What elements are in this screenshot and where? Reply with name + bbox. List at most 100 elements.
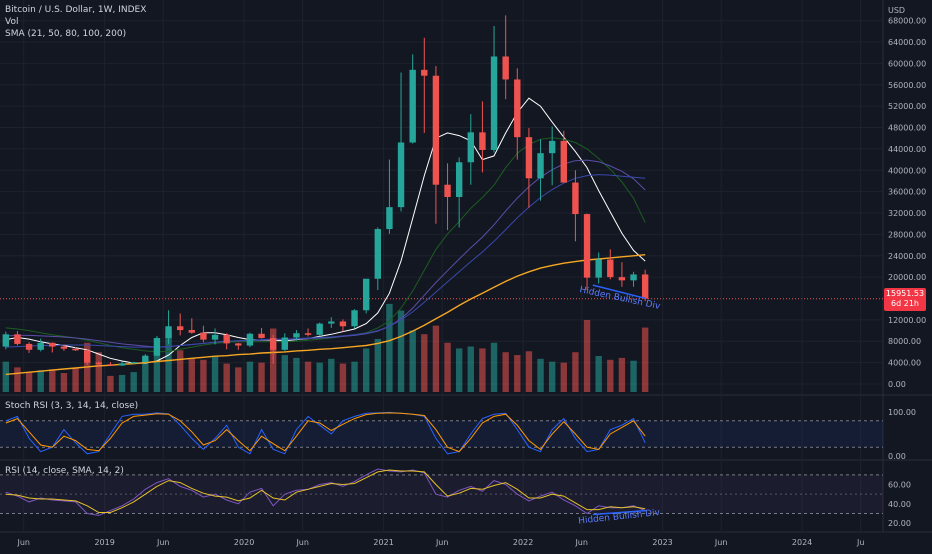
candle-body <box>374 229 381 279</box>
volume-bar <box>95 352 103 392</box>
sma-100-line <box>5 174 646 348</box>
stoch-d-line <box>5 412 646 453</box>
volume-bar <box>14 367 21 392</box>
volume-bar <box>490 342 498 392</box>
volume-bar <box>142 361 149 392</box>
price-tick-label: 64000.00 <box>888 38 926 47</box>
volume-bar <box>165 333 172 392</box>
candle-body <box>514 79 521 138</box>
candle-body <box>339 321 347 327</box>
candle-body <box>630 274 637 281</box>
volume-bar <box>386 303 393 392</box>
volume-bar <box>2 361 10 392</box>
volume-bar <box>339 363 347 392</box>
time-tick-label: 2021 <box>373 538 393 547</box>
candle-body <box>223 334 230 344</box>
price-tick-label: 24000.00 <box>888 252 926 261</box>
volume-label: Vol <box>5 17 19 27</box>
candle-body <box>107 364 114 366</box>
chart-legend: Bitcoin / U.S. Dollar, 1W, INDEX Vol SMA… <box>5 4 146 40</box>
volume-bar <box>200 359 207 392</box>
time-tick-label: 2019 <box>94 538 114 547</box>
currency-label: USD <box>888 6 905 15</box>
price-tick-label: 48000.00 <box>888 124 926 133</box>
volume-bar <box>223 363 230 392</box>
candle-body <box>432 75 440 185</box>
volume-bar <box>514 355 521 392</box>
stoch-tick-label: 100.00 <box>888 408 916 417</box>
volume-bar <box>421 334 428 392</box>
candle-body <box>397 142 405 208</box>
price-tick-label: 8000.00 <box>888 337 921 346</box>
candle-body <box>595 259 602 278</box>
price-tick-label: 36000.00 <box>888 188 926 197</box>
price-tick-label: 40000.00 <box>888 166 926 175</box>
volume-bar <box>362 348 370 392</box>
candle-body <box>165 326 172 339</box>
volume-bar <box>235 367 242 392</box>
candle-body <box>560 140 567 183</box>
price-tick-label: 20000.00 <box>888 273 926 282</box>
candle-body <box>130 362 137 364</box>
candle-body <box>537 153 544 179</box>
volume-bar <box>304 361 312 392</box>
price-tick-label: 12000.00 <box>888 316 926 325</box>
time-tick-label: 2024 <box>792 538 812 547</box>
volume-bar <box>560 362 567 392</box>
symbol-title: Bitcoin / U.S. Dollar, 1W, INDEX <box>5 5 147 15</box>
candle-body <box>37 342 44 350</box>
volume-bar <box>607 359 614 392</box>
price-tick-label: 32000.00 <box>888 209 926 218</box>
candle-body <box>25 343 33 350</box>
candle-body <box>548 140 556 154</box>
volume-bar <box>479 348 486 392</box>
candle-body <box>188 330 196 333</box>
volume-bar <box>25 372 33 392</box>
volume-bar <box>618 357 626 392</box>
time-tick-label: 2022 <box>513 538 533 547</box>
rsi-tick-label: 40.00 <box>888 500 911 509</box>
price-tick-label: 60000.00 <box>888 59 926 68</box>
time-tick-label: Jun <box>574 538 588 547</box>
time-tick-label: 2020 <box>234 538 254 547</box>
volume-bar <box>572 352 579 392</box>
candle-body <box>618 277 626 281</box>
candle-body <box>269 338 277 350</box>
stoch-band <box>0 420 883 448</box>
candle-body <box>14 334 21 344</box>
candle-body <box>72 348 79 351</box>
candle-body <box>502 56 509 80</box>
candle-body <box>328 321 335 324</box>
candle-body <box>95 362 103 365</box>
candle-body <box>467 132 474 163</box>
time-tick-label: Jun <box>295 538 309 547</box>
candle-body <box>316 323 323 335</box>
candle-body <box>281 337 288 350</box>
sma-label: SMA (21, 50, 80, 100, 200) <box>5 29 127 39</box>
volume-bar <box>130 372 137 392</box>
candle-body <box>83 350 91 363</box>
time-tick-label: Jun <box>156 538 170 547</box>
rsi-tick-label: 60.00 <box>888 481 911 490</box>
volume-bar <box>293 357 300 392</box>
candle-body <box>572 182 579 215</box>
volume-bar <box>246 361 254 392</box>
time-tick-label: Jun <box>714 538 728 547</box>
candle-body <box>258 333 265 339</box>
volume-bar <box>537 358 544 392</box>
last-price-badge: 15951.53 6d 21h <box>884 288 926 311</box>
last-price-value: 15951.53 <box>885 289 925 298</box>
candle-body <box>525 137 533 179</box>
candle-body <box>444 184 451 197</box>
candle-body <box>211 334 219 340</box>
sma-21-line <box>5 97 646 364</box>
volume-bar <box>316 362 323 392</box>
stoch-tick-label: 0.00 <box>888 452 906 461</box>
volume-bar <box>60 373 68 392</box>
volume-bar <box>432 325 440 392</box>
time-tick-label: Jun <box>435 538 449 547</box>
volume-bar <box>409 330 416 392</box>
volume-bar <box>374 338 381 392</box>
